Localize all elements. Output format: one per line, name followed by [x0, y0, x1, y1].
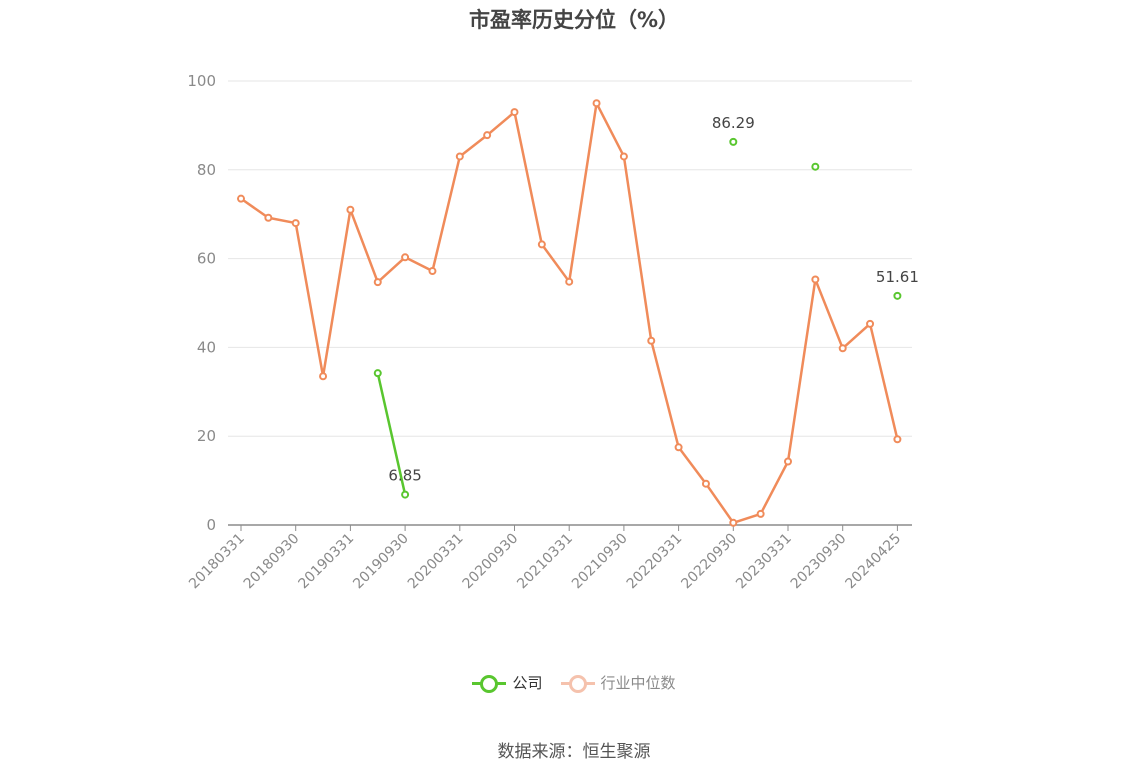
x-tick-label: 20210331: [514, 531, 576, 593]
legend-marker-industry-median: [560, 674, 595, 693]
company-point: [729, 137, 738, 146]
industry-median-point: [729, 518, 738, 527]
x-tick-label: 20230331: [733, 531, 795, 593]
industry-median-point: [701, 479, 710, 488]
x-axis: 2018033120180930201903312019093020200331…: [186, 524, 912, 593]
legend-item-industry-median[interactable]: 行业中位数: [560, 672, 676, 693]
legend-label-company: 公司: [512, 674, 543, 692]
industry-median-point: [455, 152, 464, 161]
series-layer: [237, 99, 902, 527]
company-point: [373, 369, 382, 378]
legend-item-company[interactable]: 公司: [472, 672, 543, 693]
industry-median-point: [866, 319, 875, 328]
company-data-label: 6.85: [388, 467, 421, 485]
x-tick-label: 20190930: [350, 531, 412, 593]
industry-median-point: [537, 240, 546, 249]
x-tick-label: 20230930: [788, 531, 850, 593]
legend-marker-company: [472, 674, 507, 693]
industry-median-point: [592, 99, 601, 108]
legend: 公司 行业中位数: [0, 672, 1148, 693]
y-tick-label: 100: [187, 72, 216, 90]
industry-median-point: [373, 278, 382, 287]
industry-median-point: [510, 108, 519, 117]
company-data-label: 51.61: [876, 268, 919, 286]
company-line: [376, 372, 407, 495]
industry-median-point: [319, 372, 328, 381]
x-tick-label: 20200930: [460, 531, 522, 593]
industry-median-point: [291, 219, 300, 228]
data-source: 数据来源：恒生聚源: [497, 742, 651, 762]
x-tick-label: 20210930: [569, 531, 631, 593]
industry-median-point: [401, 253, 410, 262]
y-tick-label: 0: [206, 516, 216, 534]
x-tick-label: 20190331: [296, 531, 358, 593]
x-tick-label: 20180331: [186, 531, 248, 593]
industry-median-line: [240, 101, 899, 525]
x-tick-label: 20180930: [241, 531, 303, 593]
industry-median-point: [483, 131, 492, 140]
y-axis: 0 20 40 60 80 100: [187, 72, 216, 534]
chart-title: 市盈率历史分位（%）: [468, 8, 680, 32]
y-tick-label: 80: [197, 161, 216, 179]
grid-lines: [228, 80, 912, 437]
industry-median-point: [237, 194, 245, 203]
industry-median-point: [811, 275, 820, 284]
x-tick-label: 20200331: [405, 531, 467, 593]
industry-median-point: [893, 435, 902, 444]
industry-median-point: [784, 457, 792, 466]
x-tick-label: 20240425: [843, 531, 905, 593]
company-point: [893, 291, 902, 300]
company-point: [811, 162, 820, 171]
y-tick-label: 60: [197, 250, 216, 268]
industry-median-point: [674, 443, 683, 452]
x-tick-label: 20220930: [678, 531, 740, 593]
company-data-label: 86.29: [712, 114, 755, 132]
industry-median-point: [264, 213, 273, 222]
legend-label-industry-median: 行业中位数: [600, 674, 676, 692]
company-point: [401, 490, 410, 499]
industry-median-point: [428, 267, 437, 276]
industry-median-point: [756, 509, 765, 518]
y-tick-label: 40: [197, 338, 216, 356]
industry-median-point: [346, 205, 355, 214]
industry-median-point: [838, 344, 847, 353]
industry-median-point: [565, 277, 574, 286]
industry-median-point: [647, 336, 656, 345]
industry-median-point: [619, 152, 628, 161]
data-labels: 6.85 86.29 51.61: [388, 114, 918, 485]
y-tick-label: 20: [197, 427, 216, 445]
x-tick-label: 20220331: [624, 531, 686, 593]
